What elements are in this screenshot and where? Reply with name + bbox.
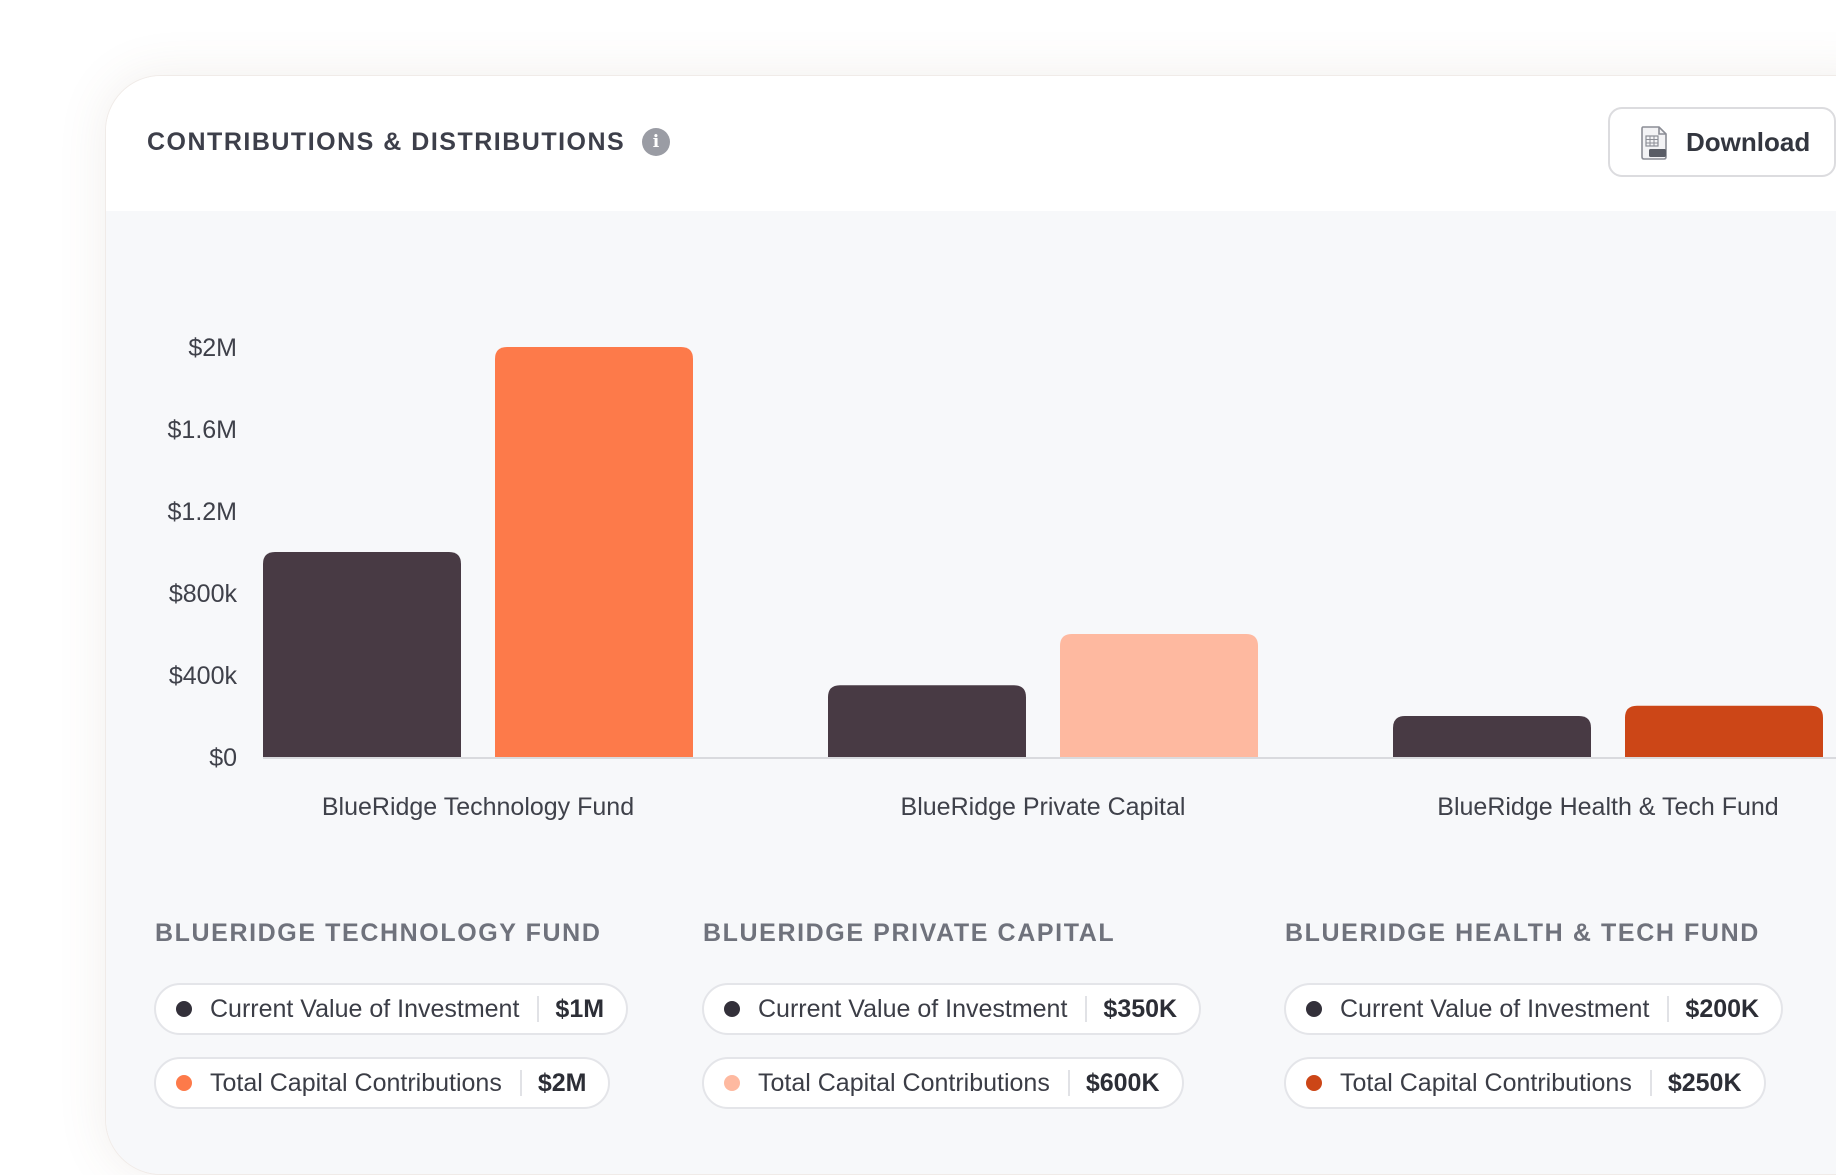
pill-label: Current Value of Investment bbox=[1340, 994, 1650, 1023]
current-value-pill: Current Value of Investment $1M bbox=[154, 983, 629, 1035]
contributions-card: CONTRIBUTIONS & DISTRIBUTIONS i Download… bbox=[105, 75, 1836, 1175]
pill-label: Total Capital Contributions bbox=[210, 1068, 502, 1097]
current-value-pill: Current Value of Investment $200K bbox=[1284, 983, 1784, 1035]
pill-value: $1M bbox=[555, 994, 605, 1023]
y-tick-label: $1.6M bbox=[168, 416, 237, 444]
contributions-pill: Total Capital Contributions $2M bbox=[154, 1057, 611, 1109]
card-title: CONTRIBUTIONS & DISTRIBUTIONS bbox=[147, 128, 626, 156]
fund-heading: BLUERIDGE TECHNOLOGY FUND bbox=[155, 919, 602, 947]
divider bbox=[1067, 1070, 1070, 1096]
bar-current-value[interactable] bbox=[828, 685, 1026, 757]
divider bbox=[1085, 996, 1088, 1022]
pill-label: Current Value of Investment bbox=[210, 994, 520, 1023]
bar-current-value[interactable] bbox=[1393, 716, 1591, 757]
y-tick-label: $1.2M bbox=[168, 498, 237, 526]
fund-heading: BLUERIDGE PRIVATE CAPITAL bbox=[703, 919, 1116, 947]
divider bbox=[519, 1070, 522, 1096]
bar-chart: $0 $400k $800k $1.2M $1.6M $2M BlueRidge Techn… bbox=[168, 334, 1836, 821]
y-tick-label: $800k bbox=[169, 580, 238, 608]
current-value-pill: Current Value of Investment $350K bbox=[702, 983, 1202, 1035]
fund-heading: BLUERIDGE HEALTH & TECH FUND bbox=[1285, 919, 1760, 947]
pill-value: $250K bbox=[1667, 1068, 1742, 1097]
card-header: CONTRIBUTIONS & DISTRIBUTIONS i Download bbox=[106, 76, 1836, 211]
pill-label: Total Capital Contributions bbox=[1340, 1068, 1632, 1097]
bar-total-contributions[interactable] bbox=[1625, 705, 1823, 757]
legend-dot bbox=[176, 1075, 192, 1091]
x-category-label: BlueRidge Technology Fund bbox=[322, 793, 634, 821]
pill-label: Total Capital Contributions bbox=[758, 1068, 1050, 1097]
legend-dot bbox=[724, 1075, 740, 1091]
y-tick-label: $0 bbox=[209, 744, 237, 772]
x-category-label: BlueRidge Health & Tech Fund bbox=[1437, 793, 1778, 821]
bar-total-contributions[interactable] bbox=[495, 347, 693, 757]
y-tick-label: $2M bbox=[188, 334, 237, 362]
pill-value: $600K bbox=[1085, 1068, 1160, 1097]
info-icon[interactable]: i bbox=[642, 128, 670, 156]
legend-dot bbox=[724, 1001, 740, 1017]
legend-dot bbox=[1306, 1001, 1322, 1017]
bar-total-contributions[interactable] bbox=[1060, 634, 1258, 757]
divider bbox=[537, 996, 540, 1022]
legend-dot bbox=[1306, 1075, 1322, 1091]
bar-current-value[interactable] bbox=[263, 552, 461, 757]
pill-value: $2M bbox=[537, 1068, 587, 1097]
pill-value: $350K bbox=[1103, 994, 1178, 1023]
divider bbox=[1667, 996, 1670, 1022]
chart-area: $0 $400k $800k $1.2M $1.6M $2M BlueRidge Techn… bbox=[106, 211, 1836, 1174]
y-tick-label: $400k bbox=[169, 662, 238, 690]
pill-value: $200K bbox=[1685, 994, 1760, 1023]
legend-dot bbox=[176, 1001, 192, 1017]
contributions-pill: Total Capital Contributions $600K bbox=[702, 1057, 1184, 1109]
download-label: Download bbox=[1686, 127, 1811, 157]
download-button[interactable]: Download bbox=[1608, 107, 1836, 177]
contributions-pill: Total Capital Contributions $250K bbox=[1284, 1057, 1766, 1109]
pill-label: Current Value of Investment bbox=[758, 994, 1068, 1023]
x-category-label: BlueRidge Private Capital bbox=[901, 793, 1186, 821]
csv-file-icon bbox=[1641, 126, 1667, 160]
divider bbox=[1649, 1070, 1652, 1096]
